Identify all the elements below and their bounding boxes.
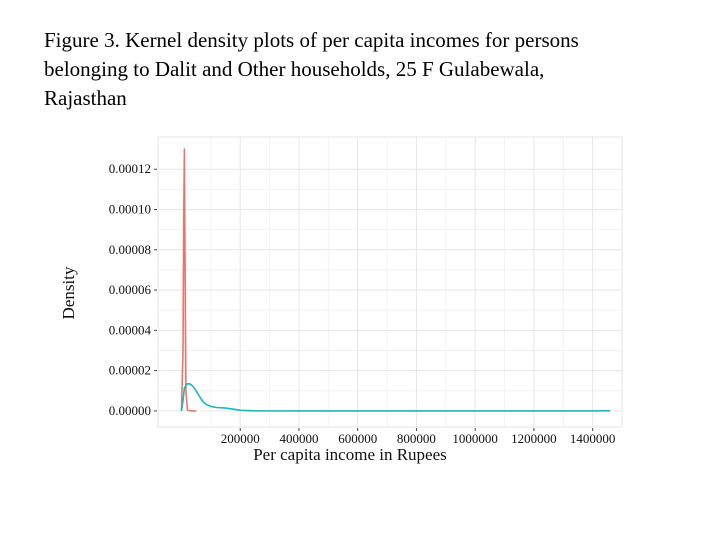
x-axis-label: Per capita income in Rupees: [253, 445, 447, 464]
plot-background: [157, 136, 623, 428]
x-tick-label: 400000: [279, 431, 318, 446]
title-line-1: Figure 3. Kernel density plots of per ca…: [44, 28, 579, 52]
y-tick-label: 0.00006: [109, 282, 152, 297]
x-tick-label: 600000: [338, 431, 377, 446]
title-line-3: Rajasthan: [44, 86, 127, 110]
title-line-2: belonging to Dalit and Other households,…: [44, 57, 545, 81]
y-tick-label: 0.00010: [109, 202, 151, 217]
y-tick-label: 0.00002: [109, 363, 151, 378]
series-group: [180, 148, 611, 412]
x-axis: 200000 400000 600000 800000 1000000 1200000 14…: [221, 428, 616, 446]
y-axis: 0.00000 0.00002 0.00004 0.00006 0.00008 0.000…: [109, 161, 157, 418]
y-tick-label: 0.00008: [109, 242, 151, 257]
x-tick-label: 800000: [397, 431, 436, 446]
figure-title: Figure 3. Kernel density plots of per ca…: [44, 26, 704, 113]
y-tick-label: 0.00012: [109, 161, 151, 176]
y-axis-label: Density: [59, 266, 78, 319]
y-tick-label: 0.00004: [109, 322, 152, 337]
x-tick-label: 1400000: [570, 431, 616, 446]
density-line-1: [180, 148, 197, 412]
x-tick-label: 1200000: [511, 431, 557, 446]
density-line-2: [180, 382, 611, 412]
y-tick-label: 0.00000: [109, 403, 151, 418]
x-tick-label: 1000000: [452, 431, 498, 446]
x-tick-label: 200000: [221, 431, 260, 446]
